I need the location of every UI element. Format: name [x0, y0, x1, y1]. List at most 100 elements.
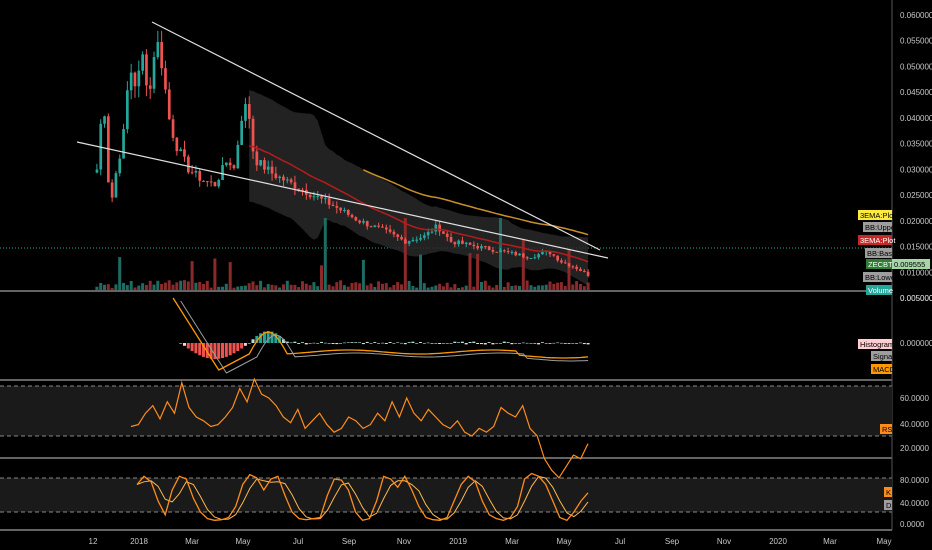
candle-body	[133, 72, 137, 87]
volume-bar	[449, 287, 453, 290]
macd-histogram-bar	[472, 341, 476, 343]
volume-bar	[381, 283, 384, 290]
volume-bar	[514, 285, 518, 290]
volume-bar	[480, 282, 483, 290]
volume-bar	[316, 286, 320, 290]
price-tick-label: 0.020000	[900, 217, 932, 226]
candle-body	[164, 68, 167, 90]
candle-body	[194, 171, 198, 173]
candle-body	[346, 210, 350, 215]
volume-bar	[297, 287, 301, 290]
candle-body	[247, 104, 251, 119]
y-axis-labels: 0.060000 0.055000 0.050000 0.045000 0.040000…	[900, 11, 932, 529]
candle-body	[510, 251, 514, 253]
candle-body	[206, 181, 209, 183]
candle-body	[148, 85, 152, 89]
candle-body	[579, 269, 582, 271]
candle-body	[400, 237, 403, 240]
candle-body	[228, 162, 232, 166]
legend-3ema-plot-yellow-bg	[858, 210, 892, 220]
candle-body	[244, 104, 247, 121]
legend-histogram: Histogram	[860, 340, 894, 349]
volume-bars	[95, 218, 590, 290]
candle-body	[358, 220, 361, 223]
legend-stoch-d-bg	[884, 500, 892, 510]
candle-body	[365, 221, 369, 227]
volume-bar	[125, 285, 129, 290]
price-tick-label: 0.055000	[900, 37, 932, 46]
macd-histogram-bar	[361, 343, 365, 345]
candle-body	[476, 246, 479, 249]
macd-histogram-bar	[251, 339, 255, 343]
volume-bar	[156, 280, 160, 290]
volume-bar	[262, 287, 266, 290]
volume-bar	[468, 253, 472, 290]
candle-body	[583, 271, 586, 272]
macd-histogram-bar	[537, 343, 541, 345]
macd-histogram-bar	[221, 343, 224, 358]
volume-bar	[148, 280, 152, 290]
macd-histogram-bar	[183, 343, 186, 346]
candle-body	[495, 251, 499, 253]
rsi-tick-label: 40.0000	[900, 420, 929, 429]
volume-bar	[289, 284, 293, 290]
macd-histogram-bar	[262, 331, 266, 343]
macd-histogram-bar	[426, 342, 430, 344]
candle-body	[335, 206, 339, 208]
macd-histogram-bar	[384, 343, 388, 344]
macd-histogram-bar	[518, 343, 521, 344]
candle-body	[118, 158, 122, 174]
volume-bar	[540, 285, 544, 290]
candle-body	[217, 179, 221, 187]
volume-bar	[320, 265, 323, 290]
x-tick-label: 2018	[130, 537, 148, 546]
candle-body	[522, 253, 525, 258]
macd-histogram-bar	[224, 343, 228, 357]
candle-body	[122, 129, 125, 159]
x-tick-label: Mar	[505, 537, 519, 546]
candle-body	[145, 54, 148, 86]
candle-body	[103, 116, 106, 124]
price-tick-label: 0.005000	[900, 294, 932, 303]
candle-body	[324, 198, 327, 200]
price-tick-label: 0.050000	[900, 63, 932, 72]
macd-signal-line	[180, 300, 589, 374]
macd-histogram-bar	[342, 342, 346, 344]
volume-bar	[342, 285, 346, 290]
volume-bar	[106, 284, 110, 290]
volume-bar	[175, 282, 179, 290]
volume-bar	[259, 280, 263, 290]
volume-bar	[411, 286, 415, 290]
candle-body	[339, 207, 342, 211]
volume-bar	[179, 280, 183, 290]
volume-bar	[533, 286, 537, 290]
legend-volume-bg	[866, 285, 892, 295]
candle-body	[411, 240, 415, 242]
volume-bar	[255, 285, 259, 290]
candle-body	[297, 188, 301, 190]
volume-bar	[339, 280, 343, 290]
candle-body	[434, 224, 438, 232]
volume-bar	[491, 287, 495, 290]
last-price-bg	[892, 259, 930, 269]
candle-body	[552, 254, 556, 256]
volume-bar	[183, 280, 186, 290]
volume-bar	[141, 283, 145, 290]
volume-bar	[282, 284, 285, 290]
rsi-line	[130, 377, 589, 479]
macd-histogram-bar	[365, 341, 369, 343]
rsi-panel	[130, 377, 589, 479]
macd-histogram-bar	[202, 343, 205, 357]
x-tick-label: Nov	[717, 537, 731, 546]
candle-body	[362, 221, 365, 223]
volume-bar	[441, 286, 445, 290]
volume-bar	[274, 285, 278, 290]
candle-body	[354, 217, 358, 221]
macd-histogram-bar	[540, 342, 544, 343]
macd-histogram-bar	[323, 342, 327, 344]
candle-body	[506, 251, 510, 253]
candle-body	[426, 232, 430, 236]
volume-bar	[426, 287, 430, 290]
macd-histogram-bar	[480, 343, 483, 345]
candle-body	[110, 182, 114, 198]
